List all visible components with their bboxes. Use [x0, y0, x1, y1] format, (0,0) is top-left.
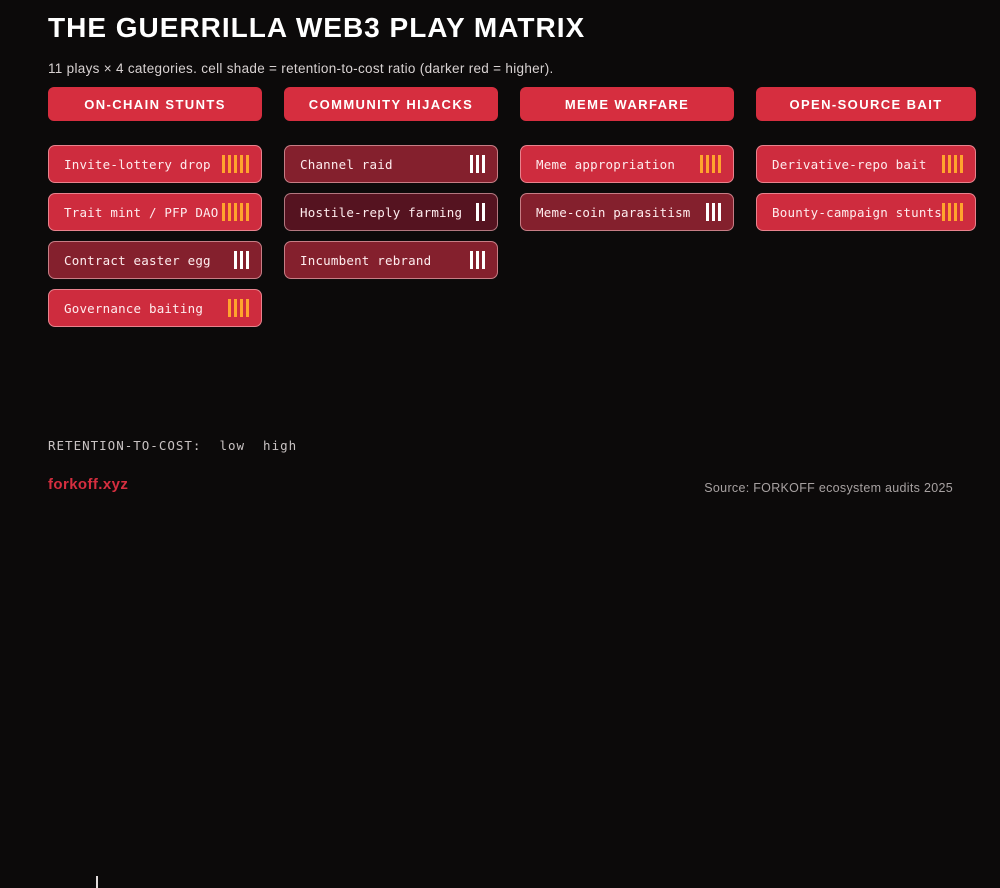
play-label: Hostile-reply farming — [300, 204, 463, 220]
ratio-bar — [240, 299, 243, 317]
retention-bars — [476, 203, 486, 221]
brand-link[interactable]: forkoff.xyz — [48, 476, 129, 493]
legend-low-label: low — [219, 438, 246, 453]
ratio-bar — [718, 203, 722, 221]
play-cell: Trait mint / PFP DAO — [48, 193, 262, 231]
legend-high-label: high — [263, 438, 298, 453]
ratio-bar — [960, 203, 963, 221]
ratio-bar — [246, 155, 249, 173]
ratio-bar — [954, 155, 957, 173]
infographic-canvas: THE GUERRILLA WEB3 PLAY MATRIX 11 plays … — [48, 12, 976, 888]
ratio-bar — [246, 251, 249, 269]
category-header: MEME WARFARE — [520, 87, 735, 121]
retention-bars — [700, 155, 722, 173]
retention-bars — [228, 299, 249, 317]
ratio-bar — [96, 876, 98, 888]
page-title: THE GUERRILLA WEB3 PLAY MATRIX — [48, 12, 586, 43]
play-cell: Contract easter egg — [48, 241, 262, 279]
play-cell: Incumbent rebrand — [284, 241, 499, 279]
play-label: Invite-lottery drop — [64, 156, 211, 172]
page-subtitle: 11 plays × 4 categories. cell shade = re… — [48, 61, 554, 76]
play-cell: Derivative-repo bait — [756, 145, 976, 183]
ratio-bar — [482, 251, 486, 269]
ratio-bar — [476, 203, 480, 221]
ratio-bar — [706, 155, 710, 173]
ratio-bar — [942, 155, 945, 173]
ratio-bar — [706, 203, 710, 221]
ratio-bar — [470, 251, 474, 269]
ratio-bar — [942, 203, 945, 221]
play-cell: Hostile-reply farming — [284, 193, 499, 231]
retention-bars — [222, 203, 249, 221]
ratio-bar — [712, 155, 716, 173]
play-label: Trait mint / PFP DAO — [64, 204, 219, 220]
ratio-bar — [222, 203, 225, 221]
ratio-bar — [960, 155, 963, 173]
play-cell: Bounty-campaign stunts — [756, 193, 976, 231]
retention-bars — [222, 155, 249, 173]
ratio-bar — [240, 203, 243, 221]
play-label: Derivative-repo bait — [772, 156, 927, 172]
ratio-bar — [228, 299, 231, 317]
retention-bars — [470, 155, 486, 173]
ratio-bar — [222, 155, 225, 173]
ratio-bar — [470, 155, 474, 173]
ratio-bar — [712, 203, 716, 221]
play-cell: Governance baiting — [48, 289, 262, 327]
play-cell: Meme-coin parasitism — [520, 193, 735, 231]
retention-legend: RETENTION-TO-COST: low high — [48, 438, 298, 888]
ratio-bar — [240, 251, 243, 269]
source-credit: Source: FORKOFF ecosystem audits 2025 — [704, 481, 953, 495]
matrix-column: OPEN-SOURCE BAIT Derivative-repo bait Boun… — [756, 87, 976, 337]
play-label: Bounty-campaign stunts — [772, 204, 942, 220]
retention-bars — [234, 251, 249, 269]
ratio-bar — [482, 203, 486, 221]
play-label: Incumbent rebrand — [300, 252, 432, 268]
legend-label: RETENTION-TO-COST: — [48, 438, 202, 453]
ratio-bar — [234, 299, 237, 317]
ratio-bar — [948, 203, 951, 221]
play-label: Channel raid — [300, 156, 393, 172]
ratio-bar — [948, 155, 951, 173]
retention-bars — [470, 251, 486, 269]
retention-bars — [706, 203, 722, 221]
matrix-column: ON-CHAIN STUNTS Invite-lottery drop Trait … — [48, 87, 262, 337]
play-cell: Meme appropriation — [520, 145, 735, 183]
play-label: Contract easter egg — [64, 252, 211, 268]
category-header: COMMUNITY HIJACKS — [284, 87, 499, 121]
play-label: Meme appropriation — [536, 156, 676, 172]
ratio-bar — [234, 251, 237, 269]
matrix-column: MEME WARFARE Meme appropriation Meme-coin … — [520, 87, 735, 337]
ratio-bar — [246, 203, 249, 221]
ratio-bar — [476, 251, 480, 269]
ratio-bar — [954, 203, 957, 221]
play-cell: Channel raid — [284, 145, 499, 183]
matrix-column: COMMUNITY HIJACKS Channel raid Hostile-rep… — [284, 87, 499, 337]
ratio-bar — [234, 155, 237, 173]
retention-bars — [942, 203, 963, 221]
play-cell: Invite-lottery drop — [48, 145, 262, 183]
category-header: ON-CHAIN STUNTS — [48, 87, 262, 121]
ratio-bar — [718, 155, 722, 173]
play-label: Governance baiting — [64, 300, 204, 316]
ratio-bar — [476, 155, 480, 173]
ratio-bar — [234, 203, 237, 221]
ratio-bar — [700, 155, 704, 173]
ratio-bar — [246, 299, 249, 317]
ratio-bar — [228, 203, 231, 221]
ratio-bar — [240, 155, 243, 173]
retention-bars — [942, 155, 963, 173]
ratio-bar — [228, 155, 231, 173]
ratio-bar — [482, 155, 486, 173]
play-label: Meme-coin parasitism — [536, 204, 691, 220]
category-header: OPEN-SOURCE BAIT — [756, 87, 976, 121]
matrix-grid: ON-CHAIN STUNTS Invite-lottery drop Trait … — [48, 87, 976, 337]
